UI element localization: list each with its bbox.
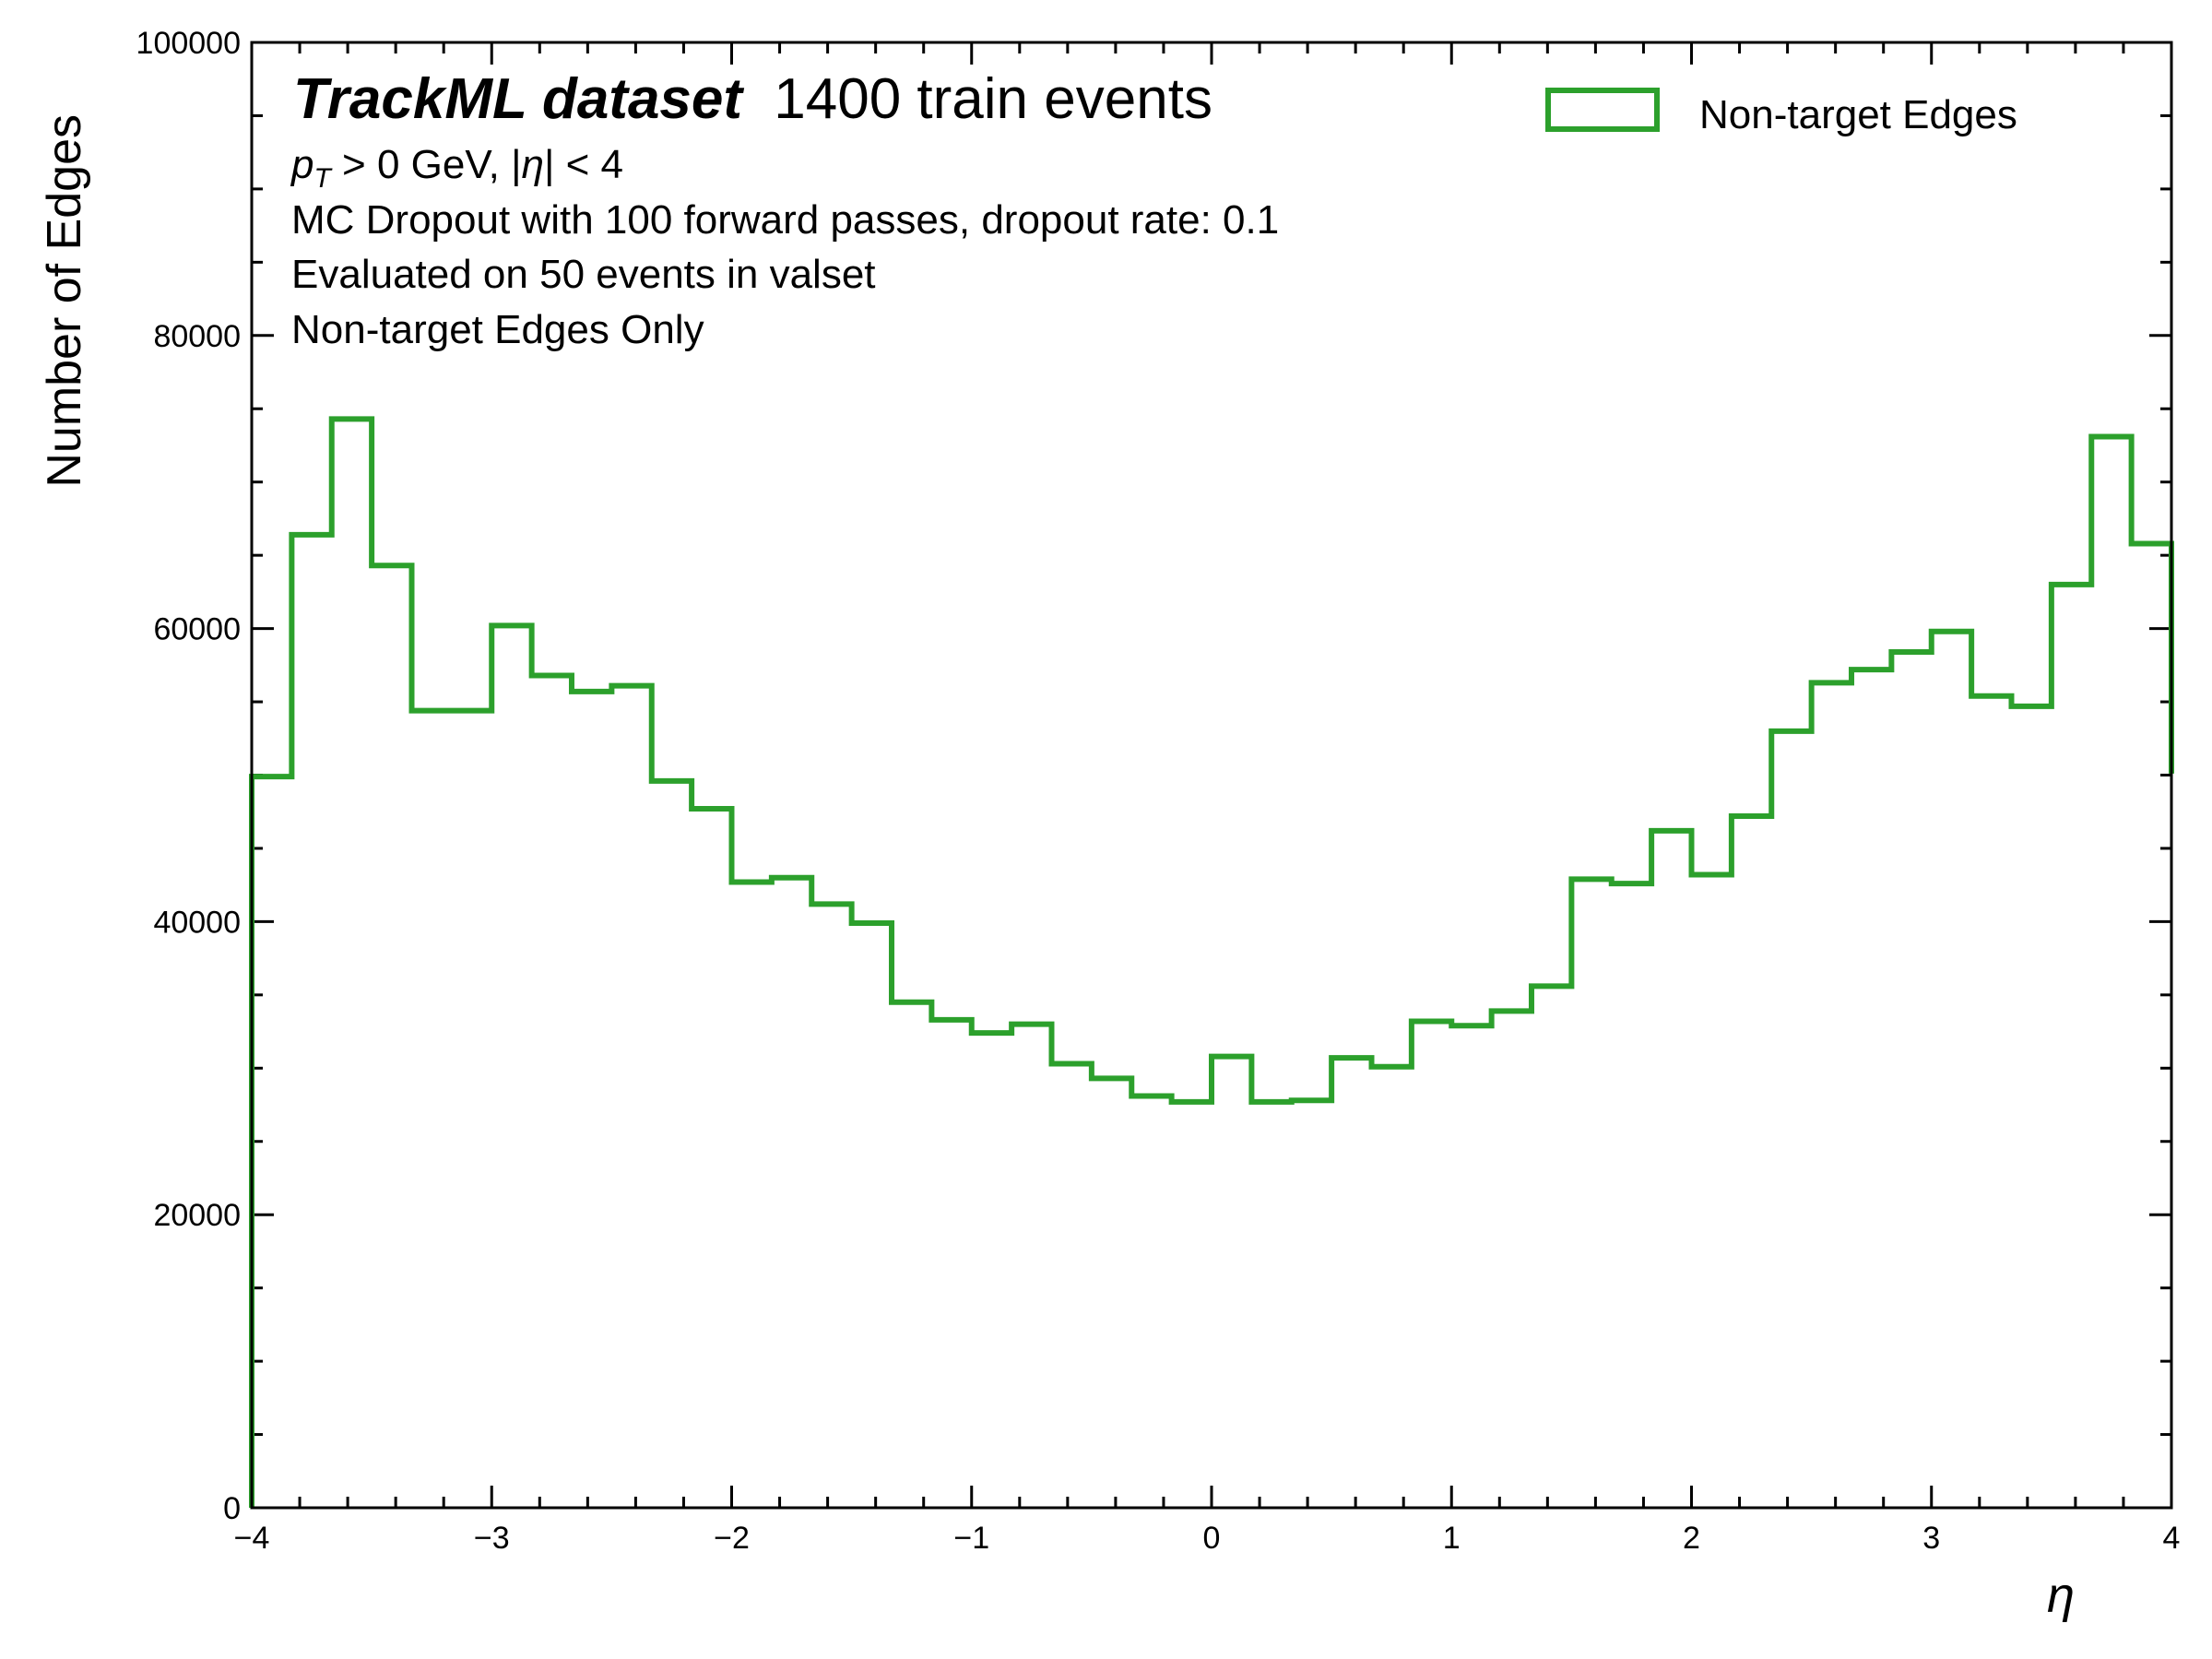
x-tick-label: 0: [1203, 1521, 1221, 1556]
x-tick-label: 2: [1683, 1521, 1700, 1556]
x-tick-label: 1: [1443, 1521, 1461, 1556]
y-tick-label: 100000: [136, 26, 241, 61]
experiment-suffix: 1400 train events: [774, 67, 1212, 131]
x-tick-label: 3: [1922, 1521, 1940, 1556]
legend-label-non-target-edges: Non-target Edges: [1699, 92, 2017, 137]
legend-swatch-non-target-edges: [1545, 88, 1660, 132]
x-axis-title: η: [2047, 1568, 2075, 1623]
legend: Non-target Edges: [1545, 88, 2017, 137]
cut-pt-text: > 0 GeV, |: [331, 142, 522, 187]
x-tick-label: −1: [953, 1521, 989, 1556]
x-tick-label: 4: [2163, 1521, 2181, 1556]
y-tick-label: 20000: [153, 1198, 241, 1233]
y-tick-label: 0: [223, 1491, 241, 1526]
x-tick-label: −4: [234, 1521, 270, 1556]
cut-pt-symbol: p: [290, 142, 313, 187]
x-tick-label: −2: [714, 1521, 750, 1556]
x-tick-labels: −4 −3 −2 −1 0 1 2 3 4: [234, 1521, 2181, 1556]
experiment-name: TrackML dataset: [293, 67, 744, 131]
series-line-non-target-edges: [249, 416, 2174, 1508]
cut-eta-symbol: η: [522, 142, 544, 187]
annotation-line-4: Non-target Edges Only: [291, 307, 704, 352]
y-axis-title: Number of Edges: [38, 114, 91, 488]
y-tick-label: 40000: [153, 905, 241, 940]
cut-pt-subscript: T: [313, 163, 333, 194]
annotation-line-2: MC Dropout with 100 forward passes, drop…: [291, 197, 1279, 243]
experiment-label: TrackML dataset 1400 train events: [293, 67, 1212, 131]
cuts-label: pT > 0 GeV, |η| < 4: [290, 142, 623, 194]
cut-eta-text: | < 4: [544, 142, 623, 187]
y-tick-label: 60000: [153, 612, 241, 647]
annotation-line-3: Evaluated on 50 events in valset: [291, 252, 876, 297]
y-tick-labels: 0 20000 40000 60000 80000 100000: [136, 26, 241, 1526]
x-tick-label: −3: [474, 1521, 510, 1556]
plot-frame: [250, 41, 2173, 1510]
y-tick-label: 80000: [153, 319, 241, 354]
